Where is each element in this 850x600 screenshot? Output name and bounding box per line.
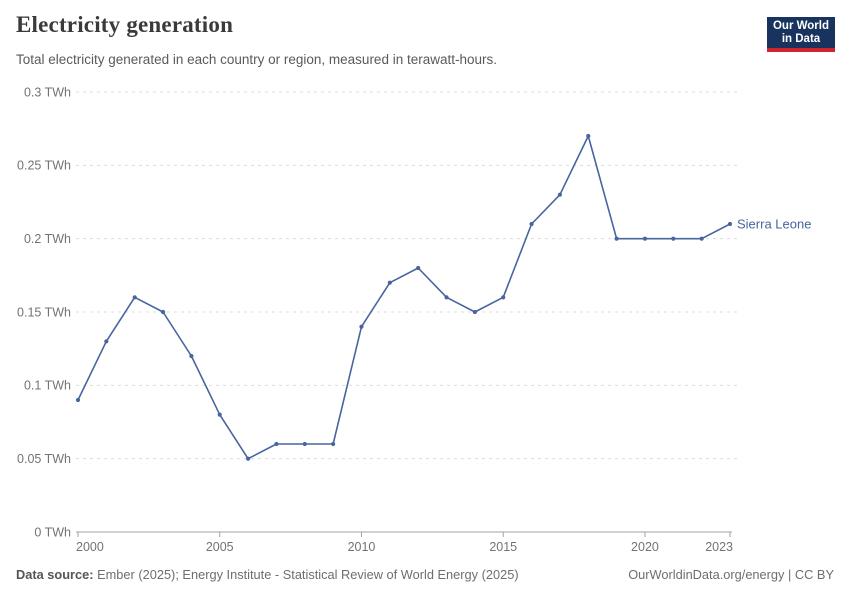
data-source-label: Data source: bbox=[16, 567, 94, 582]
data-point bbox=[472, 309, 477, 315]
data-point bbox=[331, 441, 336, 447]
owid-logo[interactable]: Our World in Data bbox=[767, 17, 835, 52]
y-axis-tick-label: 0.3 TWh bbox=[24, 85, 71, 99]
owid-logo-line1: Our World bbox=[772, 20, 829, 32]
data-point bbox=[189, 353, 194, 359]
data-point bbox=[444, 295, 449, 300]
data-point bbox=[416, 265, 421, 271]
x-axis-tick-label: 2005 bbox=[206, 540, 234, 554]
data-point bbox=[614, 236, 619, 241]
y-axis-tick-label: 0.05 TWh bbox=[17, 452, 71, 466]
data-point bbox=[302, 441, 307, 447]
owid-logo-line2: in Data bbox=[781, 33, 821, 45]
data-point bbox=[727, 221, 733, 227]
data-point bbox=[132, 295, 137, 300]
page-title: Electricity generation bbox=[16, 12, 234, 37]
line-chart: 0 TWh 0.05 TWh 0.1 TWh 0.15 TWh 0.2 TWh 0.25 … bbox=[17, 85, 811, 554]
x-axis-tick-label: 2020 bbox=[631, 540, 659, 554]
data-point bbox=[359, 324, 364, 329]
y-axis-tick-label: 0 TWh bbox=[34, 525, 71, 539]
credit-link[interactable]: OurWorldinData.org/energy | CC BY bbox=[628, 567, 834, 582]
data-point bbox=[557, 192, 563, 197]
y-axis-tick-label: 0.1 TWh bbox=[24, 379, 71, 393]
x-axis-tick-label: 2015 bbox=[489, 540, 517, 554]
data-source-value: Ember (2025); Energy Institute - Statist… bbox=[93, 567, 519, 582]
data-point bbox=[501, 295, 506, 300]
data-point bbox=[642, 236, 648, 241]
data-point bbox=[274, 441, 279, 447]
data-line-sierra-leone bbox=[77, 135, 731, 460]
y-axis-tick-label: 0.2 TWh bbox=[24, 232, 71, 246]
data-source-note: Data source: Ember (2025); Energy Instit… bbox=[16, 567, 519, 582]
entity-label-sierra-leone[interactable]: Sierra Leone bbox=[737, 217, 811, 232]
data-point bbox=[217, 412, 222, 417]
x-axis-tick-label: 2000 bbox=[76, 540, 104, 554]
data-point bbox=[104, 339, 109, 344]
data-point bbox=[160, 309, 166, 315]
data-point bbox=[75, 397, 81, 403]
data-point bbox=[586, 133, 591, 139]
y-axis-tick-label: 0.15 TWh bbox=[17, 305, 71, 319]
data-point bbox=[671, 236, 676, 241]
chart-footer: Data source: Ember (2025); Energy Instit… bbox=[16, 567, 834, 582]
x-axis-tick-label: 2010 bbox=[348, 540, 376, 554]
data-point bbox=[529, 221, 534, 227]
data-point bbox=[387, 280, 392, 285]
data-point bbox=[245, 456, 251, 461]
y-axis-tick-label: 0.25 TWh bbox=[17, 159, 71, 173]
x-axis-tick-label: 2023 bbox=[705, 540, 733, 554]
page-subtitle: Total electricity generated in each coun… bbox=[16, 52, 497, 67]
data-point bbox=[699, 236, 704, 241]
